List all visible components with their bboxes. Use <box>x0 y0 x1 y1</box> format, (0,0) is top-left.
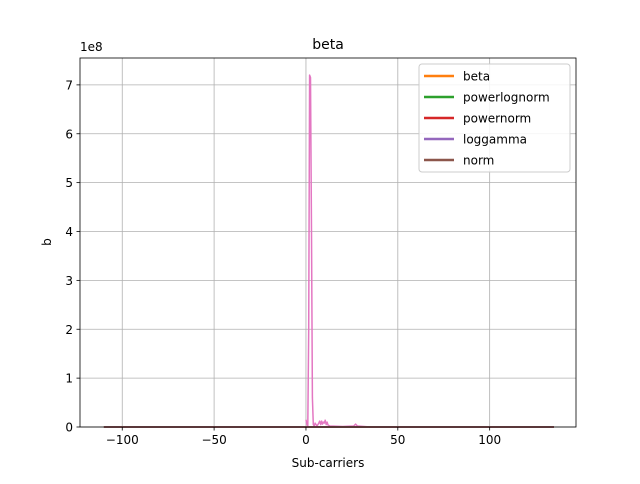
y-tick-label: 6 <box>65 127 73 141</box>
y-tick-label: 5 <box>65 176 73 190</box>
y-tick-label: 4 <box>65 225 73 239</box>
legend-items: beta powerlognorm powernorm loggamma norm <box>424 70 550 168</box>
y-tick-label: 3 <box>65 274 73 288</box>
legend-label-beta: beta <box>463 70 490 84</box>
legend-label-powerlognorm: powerlognorm <box>463 91 550 105</box>
series-line-spike <box>305 74 371 428</box>
y-tick-label: 7 <box>65 78 73 92</box>
x-tick-label: −50 <box>201 433 226 447</box>
chart-title: beta <box>312 37 344 53</box>
x-tick-label: 0 <box>302 433 310 447</box>
legend-label-loggamma: loggamma <box>463 133 527 147</box>
y-tick-label: 1 <box>65 372 73 386</box>
y-axis-offset-label: 1e8 <box>80 40 103 54</box>
plot-frame <box>79 57 577 428</box>
y-axis-label: b <box>40 238 54 246</box>
x-axis-label: Sub-carriers <box>292 456 365 470</box>
legend-label-norm: norm <box>463 154 494 168</box>
y-tick-label: 0 <box>65 421 73 435</box>
axis-ticks: −100 −50 0 50 100 0 1 2 3 4 5 6 7 <box>65 78 501 447</box>
legend: beta powerlognorm powernorm loggamma norm <box>418 63 571 173</box>
x-tick-label: 50 <box>390 433 405 447</box>
grid-lines <box>80 58 576 428</box>
legend-box <box>418 63 571 173</box>
x-tick-label: −100 <box>106 433 139 447</box>
x-tick-label: 100 <box>478 433 501 447</box>
legend-label-powernorm: powernorm <box>463 112 531 126</box>
y-tick-label: 2 <box>65 323 73 337</box>
